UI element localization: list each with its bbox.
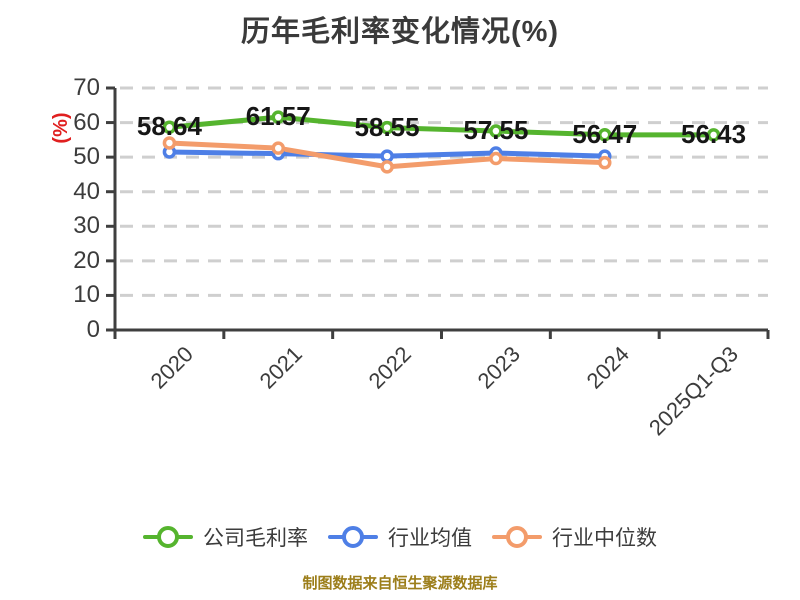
y-axis-tick-label: 0 [86,316,100,343]
y-axis-tick-label: 40 [73,177,100,205]
data-point-value-label: 58.55 [354,111,420,142]
data-point-industry-median [162,136,177,150]
data-point-industry-median [380,160,394,174]
y-axis-tick-label: 30 [73,212,100,240]
line-dot-marker-icon [328,525,378,549]
legend-label: 公司毛利率 [203,527,308,550]
data-point-industry-median [489,151,503,166]
data-point-value-label: 57.55 [463,115,529,146]
data-point-value-label: 56.43 [681,118,747,149]
y-axis-tick-label: 60 [73,108,100,136]
legend-item-company-gross-margin[interactable]: 公司毛利率 [143,522,308,552]
legend: 公司毛利率 行业均值 行业中位数 [0,516,800,558]
chart-title: 历年毛利率变化情况(%) [240,16,560,48]
y-axis-tick-label: 10 [73,281,100,309]
y-axis-tick-label: 20 [73,246,100,274]
data-point-company-gross-margin [271,110,285,124]
data-point-company-gross-margin [162,120,177,135]
legend-label: 行业中位数 [552,527,657,550]
data-point-industry-median [598,155,612,170]
data-point-company-gross-margin [598,128,612,142]
data-point-value-label: 56.47 [572,118,638,149]
data-point-company-gross-margin [706,128,721,142]
data-point-company-gross-margin [489,124,503,138]
series-line-company-gross-margin [166,114,717,138]
data-point-value-label: 58.64 [136,111,202,142]
legend-item-industry-average[interactable]: 行业均值 [328,522,472,552]
data-point-industry-average [380,149,394,163]
data-point-company-gross-margin [380,120,394,135]
legend-label: 行业均值 [388,527,472,550]
y-axis-tick-label: 70 [73,74,100,101]
legend-item-industry-median[interactable]: 行业中位数 [492,522,657,552]
line-dot-marker-icon [143,525,193,549]
line-dot-marker-icon [492,525,542,549]
data-point-value-label: 61.57 [245,101,311,132]
y-axis-tick-label: 50 [73,143,100,171]
data-source-note: 制图数据来自恒生聚源数据库 [302,575,498,592]
data-point-industry-median [271,141,285,155]
